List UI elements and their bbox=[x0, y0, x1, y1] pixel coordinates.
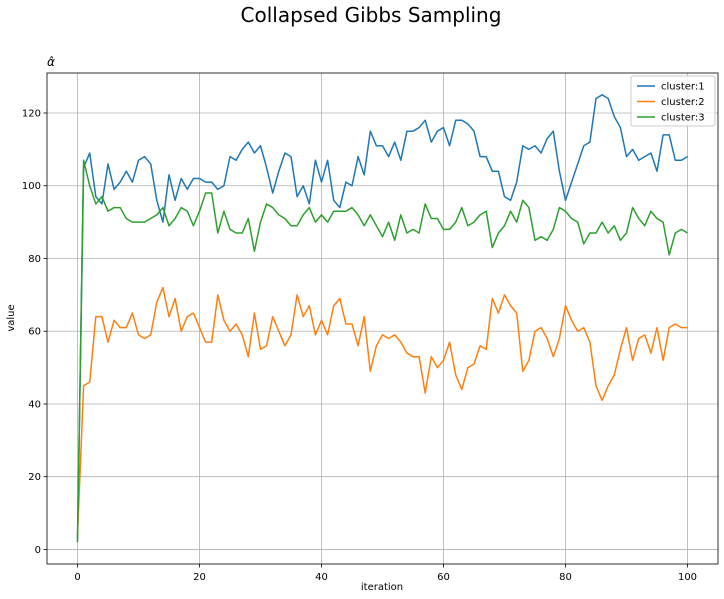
y-tick-label: 120 bbox=[22, 109, 41, 120]
legend-label-2: cluster:2 bbox=[661, 97, 705, 108]
x-tick-label: 100 bbox=[678, 572, 697, 583]
figure-suptitle: Collapsed Gibbs Sampling bbox=[241, 3, 502, 27]
y-tick-label: 40 bbox=[28, 399, 41, 410]
y-tick-label: 20 bbox=[28, 472, 41, 483]
plot-area-frame bbox=[46, 72, 719, 565]
x-axis-label: iteration bbox=[361, 582, 403, 593]
series-line-1 bbox=[76, 94, 688, 539]
y-tick-label: 0 bbox=[35, 545, 41, 556]
series-line-2 bbox=[76, 286, 688, 535]
y-tick-label: 100 bbox=[22, 181, 41, 192]
x-axis-ticks: 0 20 40 60 80 100 bbox=[74, 564, 697, 583]
y-tick-label: 60 bbox=[28, 327, 41, 338]
y-axis-ticks: 0 20 40 60 80 100 120 bbox=[22, 109, 47, 556]
legend-label-3: cluster:3 bbox=[661, 113, 705, 124]
legend-label-1: cluster:1 bbox=[661, 82, 705, 93]
grid-lines bbox=[47, 73, 718, 564]
x-tick-label: 80 bbox=[559, 572, 572, 583]
x-tick-label: 40 bbox=[315, 572, 328, 583]
legend-box bbox=[630, 75, 716, 127]
series-lines bbox=[76, 94, 688, 543]
axes-title: α̂ bbox=[47, 55, 55, 69]
y-axis-label: value bbox=[6, 304, 17, 331]
y-tick-label: 80 bbox=[28, 254, 41, 265]
legend: cluster:1 cluster:2 cluster:3 bbox=[630, 75, 716, 127]
x-tick-label: 20 bbox=[193, 572, 206, 583]
series-line-3 bbox=[76, 159, 688, 543]
x-tick-label: 0 bbox=[74, 572, 80, 583]
x-tick-label: 60 bbox=[437, 572, 450, 583]
